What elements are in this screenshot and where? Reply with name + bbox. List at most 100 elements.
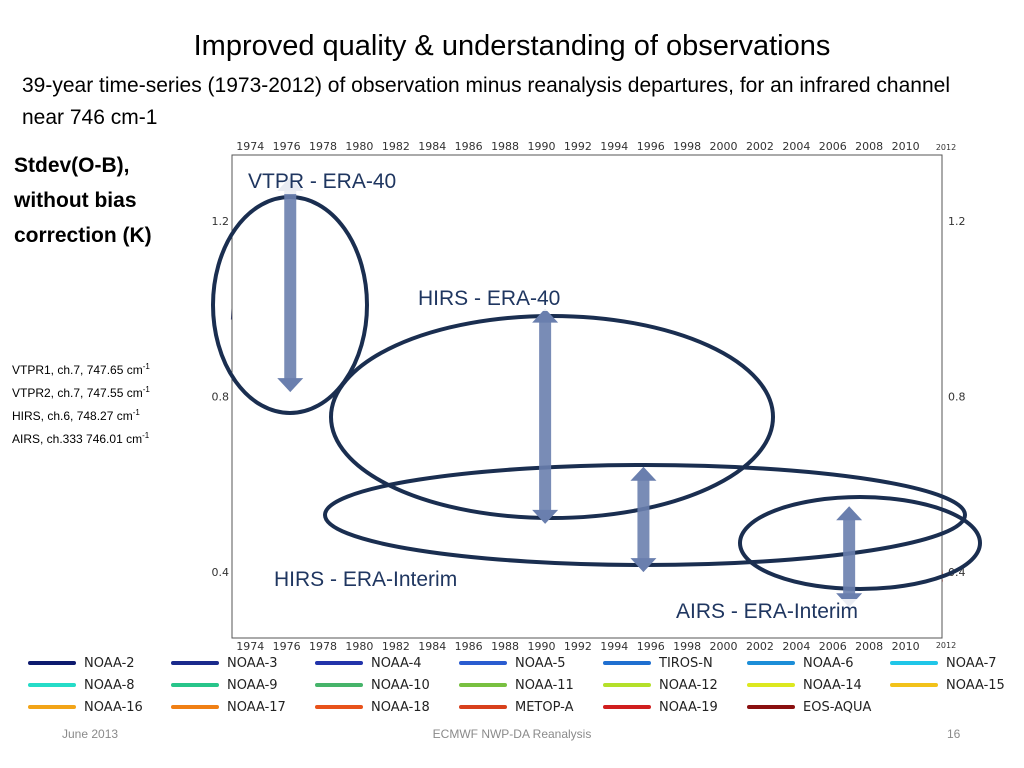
legend-swatch bbox=[315, 683, 363, 687]
legend-item: TIROS-N bbox=[603, 652, 713, 674]
channel-text: HIRS, ch.6, 748.27 cm bbox=[12, 409, 133, 423]
y-tick-label-left: 0.8 bbox=[212, 391, 230, 404]
legend-label: METOP-A bbox=[515, 699, 574, 715]
legend-label: NOAA-16 bbox=[84, 699, 143, 715]
x-tick-label-bottom: 2000 bbox=[710, 640, 738, 650]
legend-swatch bbox=[171, 683, 219, 687]
y-tick-label-right: 1.2 bbox=[948, 215, 966, 228]
channel-item: VTPR2, ch.7, 747.55 cm-1 bbox=[12, 380, 212, 403]
x-tick-label-top: 2010 bbox=[892, 140, 920, 153]
legend-swatch bbox=[28, 661, 76, 665]
x-tick-label-top: 2006 bbox=[819, 140, 847, 153]
annotation-label-bg bbox=[414, 286, 565, 311]
legend-label: NOAA-14 bbox=[803, 677, 862, 693]
legend-label: NOAA-7 bbox=[946, 655, 997, 671]
x-tick-label-bottom: 2002 bbox=[746, 640, 774, 650]
x-end-label-top: 2012 bbox=[936, 143, 956, 152]
channel-item: VTPR1, ch.7, 747.65 cm-1 bbox=[12, 357, 212, 380]
annotation-label-bg bbox=[244, 169, 401, 194]
legend-swatch bbox=[747, 683, 795, 687]
annotation-label-bg bbox=[672, 599, 863, 624]
footer-date: June 2013 bbox=[62, 727, 119, 741]
x-tick-label-bottom: 2004 bbox=[782, 640, 810, 650]
legend-swatch bbox=[171, 661, 219, 665]
x-tick-label-bottom: 1998 bbox=[673, 640, 701, 650]
legend-item: NOAA-12 bbox=[603, 674, 718, 696]
x-tick-label-top: 1988 bbox=[491, 140, 519, 153]
legend-item: METOP-A bbox=[459, 696, 573, 718]
legend-swatch bbox=[603, 683, 651, 687]
legend-swatch bbox=[890, 683, 938, 687]
arrow-head-down bbox=[532, 509, 559, 524]
x-tick-label-bottom: 1994 bbox=[600, 640, 628, 650]
annotation-label: HIRS - ERA-40 bbox=[418, 287, 560, 310]
legend-swatch bbox=[603, 705, 651, 709]
y-tick-label-right: 0.8 bbox=[948, 391, 966, 404]
footer-center: ECMWF NWP-DA Reanalysis bbox=[432, 727, 592, 741]
x-tick-label-top: 2002 bbox=[746, 140, 774, 153]
arrow-shaft bbox=[843, 518, 856, 596]
legend-item: NOAA-17 bbox=[171, 696, 286, 718]
legend-label: NOAA-6 bbox=[803, 655, 854, 671]
arrow-shaft bbox=[284, 188, 297, 381]
legend-item: NOAA-2 bbox=[28, 652, 135, 674]
legend-swatch bbox=[603, 661, 651, 665]
legend-swatch bbox=[747, 661, 795, 665]
x-tick-label-top: 1996 bbox=[637, 140, 665, 153]
legend-swatch bbox=[171, 705, 219, 709]
channel-unit-sup: -1 bbox=[132, 408, 140, 417]
x-tick-label-bottom: 1980 bbox=[345, 640, 373, 650]
legend-label: EOS-AQUA bbox=[803, 699, 872, 715]
legend-swatch bbox=[28, 705, 76, 709]
legend-item: NOAA-4 bbox=[315, 652, 422, 674]
channel-list: VTPR1, ch.7, 747.65 cm-1 VTPR2, ch.7, 74… bbox=[12, 357, 212, 449]
legend-swatch bbox=[459, 705, 507, 709]
channel-text: AIRS, ch.333 746.01 cm bbox=[12, 432, 143, 446]
x-tick-label-bottom: 2010 bbox=[892, 640, 920, 650]
annotation-label: HIRS - ERA-Interim bbox=[274, 568, 457, 591]
channel-item: AIRS, ch.333 746.01 cm-1 bbox=[12, 426, 212, 449]
legend-label: NOAA-2 bbox=[84, 655, 135, 671]
arrow-head-down bbox=[630, 558, 657, 573]
x-tick-label-top: 1978 bbox=[309, 140, 337, 153]
annotation-label: AIRS - ERA-Interim bbox=[676, 600, 858, 623]
legend-label: NOAA-12 bbox=[659, 677, 718, 693]
legend-swatch bbox=[890, 661, 938, 665]
legend-swatch bbox=[28, 683, 76, 687]
legend-swatch bbox=[459, 661, 507, 665]
legend-swatch bbox=[459, 683, 507, 687]
legend-item: NOAA-16 bbox=[28, 696, 143, 718]
y-axis-description-line: without bias bbox=[14, 189, 137, 212]
arrow-head-down bbox=[277, 378, 304, 393]
legend-swatch bbox=[315, 661, 363, 665]
legend-item: NOAA-15 bbox=[890, 674, 1005, 696]
chart-legend: NOAA-2 NOAA-3 NOAA-4 NOAA-5 TIROS-N NOAA-6 NOA… bbox=[28, 652, 1018, 722]
x-tick-label-top: 1990 bbox=[527, 140, 555, 153]
x-end-label-bottom: 2012 bbox=[936, 641, 956, 650]
x-tick-label-top: 1992 bbox=[564, 140, 592, 153]
legend-label: NOAA-9 bbox=[227, 677, 278, 693]
x-tick-label-bottom: 2006 bbox=[819, 640, 847, 650]
x-tick-label-bottom: 1986 bbox=[455, 640, 483, 650]
legend-item: NOAA-19 bbox=[603, 696, 718, 718]
legend-label: NOAA-5 bbox=[515, 655, 566, 671]
highlight-ellipse bbox=[738, 495, 982, 591]
legend-item: NOAA-18 bbox=[315, 696, 430, 718]
x-tick-label-top: 1974 bbox=[236, 140, 264, 153]
legend-swatch bbox=[747, 705, 795, 709]
x-tick-label-bottom: 2008 bbox=[855, 640, 883, 650]
legend-item: NOAA-7 bbox=[890, 652, 997, 674]
x-tick-label-bottom: 1976 bbox=[273, 640, 301, 650]
legend-label: NOAA-3 bbox=[227, 655, 278, 671]
x-tick-label-top: 1980 bbox=[345, 140, 373, 153]
legend-label: NOAA-8 bbox=[84, 677, 135, 693]
legend-item: NOAA-3 bbox=[171, 652, 278, 674]
x-tick-label-top: 2000 bbox=[710, 140, 738, 153]
slide-title: Improved quality & understanding of obse… bbox=[193, 30, 831, 62]
slide-number: 16 bbox=[947, 727, 961, 741]
x-tick-label-bottom: 1990 bbox=[527, 640, 555, 650]
double-arrow bbox=[836, 506, 863, 608]
legend-label: NOAA-4 bbox=[371, 655, 422, 671]
y-tick-label-left: 1.2 bbox=[212, 215, 230, 228]
legend-item: EOS-AQUA bbox=[747, 696, 871, 718]
